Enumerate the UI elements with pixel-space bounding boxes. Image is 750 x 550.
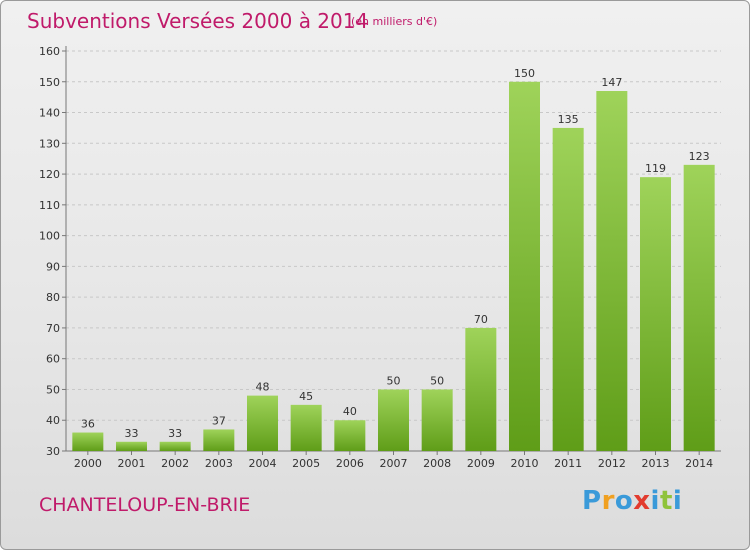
logo-letter: i — [650, 486, 660, 516]
bar — [465, 327, 497, 451]
x-tick-label: 2001 — [118, 457, 146, 470]
proxiti-logo[interactable]: Proxiti — [582, 486, 682, 516]
y-tick-label: 140 — [39, 107, 60, 120]
bar-value-label: 150 — [514, 67, 535, 80]
bar — [640, 177, 671, 451]
logo-letter: t — [659, 486, 673, 516]
bar-value-label: 50 — [430, 374, 444, 387]
bar — [203, 429, 235, 451]
bar — [378, 389, 409, 451]
bar — [509, 81, 540, 452]
x-tick-label: 2014 — [685, 457, 713, 470]
y-tick-label: 160 — [39, 45, 60, 58]
x-tick-label: 2002 — [161, 457, 189, 470]
bar-value-label: 36 — [81, 418, 95, 431]
bar-value-label: 33 — [125, 427, 139, 440]
x-tick-label: 2010 — [511, 457, 539, 470]
bar-value-label: 50 — [387, 374, 401, 387]
y-tick-label: 80 — [46, 291, 60, 304]
logo-letter: i — [672, 486, 683, 516]
logo-letter: o — [614, 486, 634, 516]
x-tick-label: 2009 — [467, 457, 495, 470]
bar — [421, 389, 453, 451]
x-tick-label: 2000 — [74, 457, 102, 470]
chart-title: Subventions Versées 2000 à 2014 — [27, 9, 369, 33]
x-tick-label: 2008 — [423, 457, 451, 470]
x-tick-label: 2007 — [380, 457, 408, 470]
bar-value-label: 37 — [212, 414, 226, 427]
x-tick-label: 2005 — [292, 457, 320, 470]
y-tick-label: 110 — [39, 199, 60, 212]
bar-value-label: 119 — [645, 162, 666, 175]
y-tick-label: 100 — [39, 230, 60, 243]
x-tick-label: 2011 — [554, 457, 582, 470]
y-tick-label: 30 — [46, 445, 60, 458]
bar — [552, 127, 584, 451]
y-tick-label: 50 — [46, 383, 60, 396]
city-name: CHANTELOUP-EN-BRIE — [39, 494, 251, 516]
bar-value-label: 147 — [601, 76, 622, 89]
bar-value-label: 48 — [256, 381, 270, 394]
bar-value-label: 70 — [474, 313, 488, 326]
x-tick-label: 2013 — [642, 457, 670, 470]
y-tick-label: 70 — [46, 322, 60, 335]
bar — [116, 441, 147, 451]
bar — [247, 395, 278, 451]
y-tick-label: 40 — [46, 414, 60, 427]
bar — [159, 441, 191, 451]
bar — [596, 91, 628, 451]
bar-value-label: 45 — [299, 390, 313, 403]
x-tick-label: 2003 — [205, 457, 233, 470]
y-tick-label: 90 — [46, 260, 60, 273]
y-tick-label: 120 — [39, 168, 60, 181]
chart-unit: (en milliers d'€) — [351, 15, 438, 28]
y-tick-label: 150 — [39, 76, 60, 89]
bar — [334, 420, 366, 451]
bar — [683, 164, 715, 451]
bar — [72, 432, 104, 451]
bar-value-label: 123 — [689, 150, 710, 163]
x-tick-label: 2012 — [598, 457, 626, 470]
logo-letter: x — [633, 486, 651, 516]
x-tick-label: 2004 — [249, 457, 277, 470]
y-tick-label: 60 — [46, 353, 60, 366]
x-tick-label: 2006 — [336, 457, 364, 470]
y-tick-label: 130 — [39, 137, 60, 150]
logo-letter: P — [582, 486, 602, 516]
logo-letter: r — [601, 486, 615, 516]
bar — [290, 404, 322, 451]
bar-value-label: 135 — [558, 113, 579, 126]
bar-value-label: 33 — [168, 427, 182, 440]
bar-value-label: 40 — [343, 405, 357, 418]
